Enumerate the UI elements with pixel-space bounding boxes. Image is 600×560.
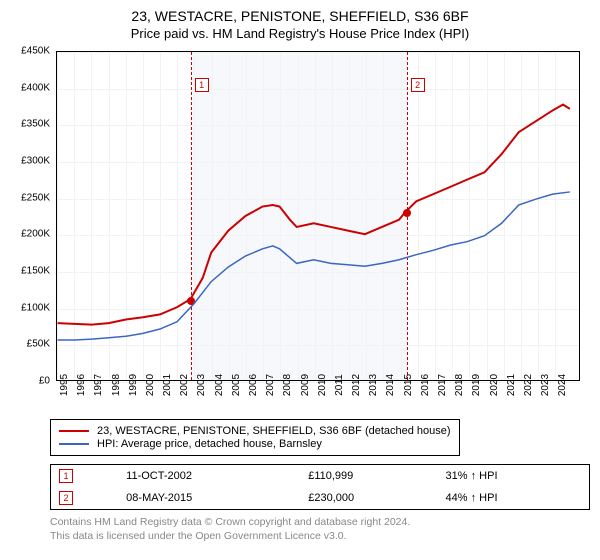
x-axis-label: 2001 — [162, 374, 173, 396]
x-axis-label: 2008 — [282, 374, 293, 396]
x-axis-label: 2024 — [557, 374, 568, 396]
x-axis-label: 2015 — [403, 374, 414, 396]
event-price: £110,999 — [300, 465, 437, 488]
x-axis: 1995199619971998199920002001200220032004… — [56, 383, 580, 415]
x-axis-label: 2022 — [523, 374, 534, 396]
x-axis-label: 2000 — [145, 374, 156, 396]
y-axis-label: £200K — [21, 229, 50, 240]
legend-swatch — [59, 443, 89, 445]
legend-label: HPI: Average price, detached house, Barn… — [97, 438, 322, 450]
event-price: £230,000 — [300, 487, 437, 510]
x-axis-label: 2007 — [265, 374, 276, 396]
x-axis-label: 2019 — [471, 374, 482, 396]
legend-row: HPI: Average price, detached house, Barn… — [59, 438, 451, 450]
series-line-property — [58, 104, 570, 324]
legend-label: 23, WESTACRE, PENISTONE, SHEFFIELD, S36 … — [97, 425, 451, 437]
chart-container: 23, WESTACRE, PENISTONE, SHEFFIELD, S36 … — [0, 0, 600, 547]
x-axis-label: 2006 — [248, 374, 259, 396]
x-axis-label: 2017 — [437, 374, 448, 396]
y-axis-label: £0 — [39, 376, 50, 387]
table-row: 2 08-MAY-2015£230,00044% ↑ HPI — [51, 487, 590, 510]
x-axis-label: 1999 — [128, 374, 139, 396]
event-date: 08-MAY-2015 — [118, 487, 300, 510]
chart-lines — [57, 52, 579, 380]
x-axis-label: 2013 — [368, 374, 379, 396]
y-axis-label: £250K — [21, 192, 50, 203]
y-axis-label: £300K — [21, 156, 50, 167]
x-axis-label: 2010 — [317, 374, 328, 396]
footer-line-1: Contains HM Land Registry data © Crown c… — [50, 516, 590, 530]
table-row: 1 11-OCT-2002£110,99931% ↑ HPI — [51, 465, 590, 488]
footer: Contains HM Land Registry data © Crown c… — [50, 516, 590, 543]
event-date: 11-OCT-2002 — [118, 465, 300, 488]
x-axis-label: 2011 — [334, 374, 345, 396]
x-axis-label: 2003 — [196, 374, 207, 396]
x-axis-label: 1996 — [76, 374, 87, 396]
y-axis-label: £50K — [27, 339, 50, 350]
legend-box: 23, WESTACRE, PENISTONE, SHEFFIELD, S36 … — [50, 419, 460, 456]
footer-line-2: This data is licensed under the Open Gov… — [50, 530, 590, 544]
legend-swatch — [59, 430, 89, 432]
chart-title: 23, WESTACRE, PENISTONE, SHEFFIELD, S36 … — [10, 8, 590, 24]
y-axis-label: £350K — [21, 119, 50, 130]
legend-row: 23, WESTACRE, PENISTONE, SHEFFIELD, S36 … — [59, 425, 451, 437]
x-axis-label: 2018 — [454, 374, 465, 396]
events-table: 1 11-OCT-2002£110,99931% ↑ HPI 2 08-MAY-201… — [50, 464, 590, 510]
event-pct: 31% ↑ HPI — [438, 465, 590, 488]
x-axis-label: 2004 — [214, 374, 225, 396]
x-axis-label: 1998 — [111, 374, 122, 396]
chart-subtitle: Price paid vs. HM Land Registry's House … — [10, 26, 590, 41]
x-axis-label: 2021 — [506, 374, 517, 396]
x-axis-label: 2005 — [231, 374, 242, 396]
x-axis-label: 2002 — [179, 374, 190, 396]
event-marker-icon: 2 — [59, 491, 73, 505]
x-axis-label: 2012 — [351, 374, 362, 396]
x-axis-label: 2009 — [300, 374, 311, 396]
y-axis-label: £100K — [21, 302, 50, 313]
y-axis-label: £450K — [21, 46, 50, 57]
y-axis: £0£50K£100K£150K£200K£250K£300K£350K£400… — [10, 51, 54, 381]
x-axis-label: 2016 — [420, 374, 431, 396]
x-axis-label: 2014 — [385, 374, 396, 396]
x-axis-label: 2020 — [489, 374, 500, 396]
y-axis-label: £400K — [21, 82, 50, 93]
x-axis-label: 1995 — [59, 374, 70, 396]
x-axis-label: 2023 — [540, 374, 551, 396]
legend: 23, WESTACRE, PENISTONE, SHEFFIELD, S36 … — [50, 419, 590, 456]
event-pct: 44% ↑ HPI — [438, 487, 590, 510]
x-axis-label: 1997 — [93, 374, 104, 396]
y-axis-label: £150K — [21, 266, 50, 277]
plot-area: 12 — [56, 51, 580, 381]
chart-area: £0 £50K £100K £150K £200K £250K £300K £350K £400… — [10, 47, 590, 417]
event-marker-icon: 1 — [59, 469, 73, 483]
